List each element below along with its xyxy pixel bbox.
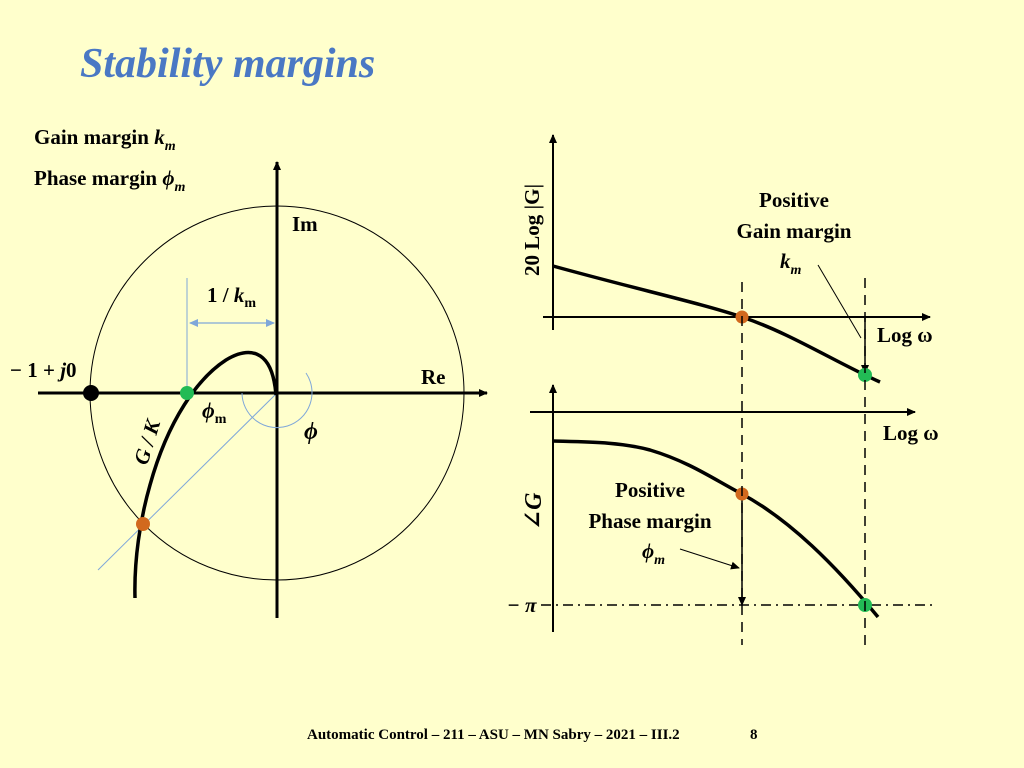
phase-annotation-line2: Phase margin: [588, 509, 711, 533]
gain-annotation-line1: Positive: [759, 188, 829, 212]
phase-curve: [552, 439, 880, 619]
magnitude-curve: [552, 264, 881, 384]
critical-point-marker: [83, 385, 99, 401]
re-label: Re: [421, 365, 446, 389]
inverse-gain-label: 1 / km: [207, 283, 256, 311]
gain-annotation-symbol: km: [780, 249, 802, 278]
critical-point-label: − 1 + j0: [10, 358, 77, 382]
phase-angle-label: ϕ: [304, 419, 318, 445]
page-number: 8: [750, 727, 758, 743]
phase-annotation-line1: Positive: [615, 478, 685, 502]
magnitude-critical-marker: [858, 368, 872, 382]
slide-title: Stability margins: [80, 41, 376, 87]
bode-phase-plot: ∠G Log ω − π Positive Phase margin ϕm: [507, 384, 939, 632]
phase-annotation-leader: [679, 548, 740, 570]
magnitude-xlabel: Log ω: [877, 323, 933, 347]
bode-magnitude-plot: 20 Log |G| Log ω Positive Gain margin km: [520, 134, 933, 384]
phase-xlabel: Log ω: [883, 421, 939, 445]
gain-annotation-line2: Gain margin: [737, 219, 852, 243]
footer-text: Automatic Control – 211 – ASU – MN Sabry…: [307, 727, 680, 743]
im-label: Im: [292, 212, 318, 236]
phase-ylabel: ∠G: [521, 492, 547, 530]
phase-annotation-symbol: ϕm: [642, 539, 665, 568]
phase-margin-ray: [97, 392, 278, 571]
nyquist-plot: Im Re − 1 + j0 1 / km ϕm ϕ G / K: [10, 161, 488, 618]
magnitude-ylabel: 20 Log |G|: [520, 184, 544, 276]
phase-angle-arc: [241, 372, 313, 429]
unit-circle-crossing-marker: [136, 517, 150, 531]
phase-margin-angle-label: ϕm: [202, 398, 227, 427]
nyquist-curve: [133, 350, 278, 599]
nyquist-curve-label: G / K: [129, 415, 166, 467]
phase-margin-label: Phase margin ϕm: [34, 166, 185, 195]
gain-annotation-leader: [817, 264, 862, 339]
gain-margin-label: Gain margin km: [34, 125, 176, 154]
gain-crossing-marker: [180, 386, 194, 400]
neg-pi-label: − π: [507, 593, 537, 617]
